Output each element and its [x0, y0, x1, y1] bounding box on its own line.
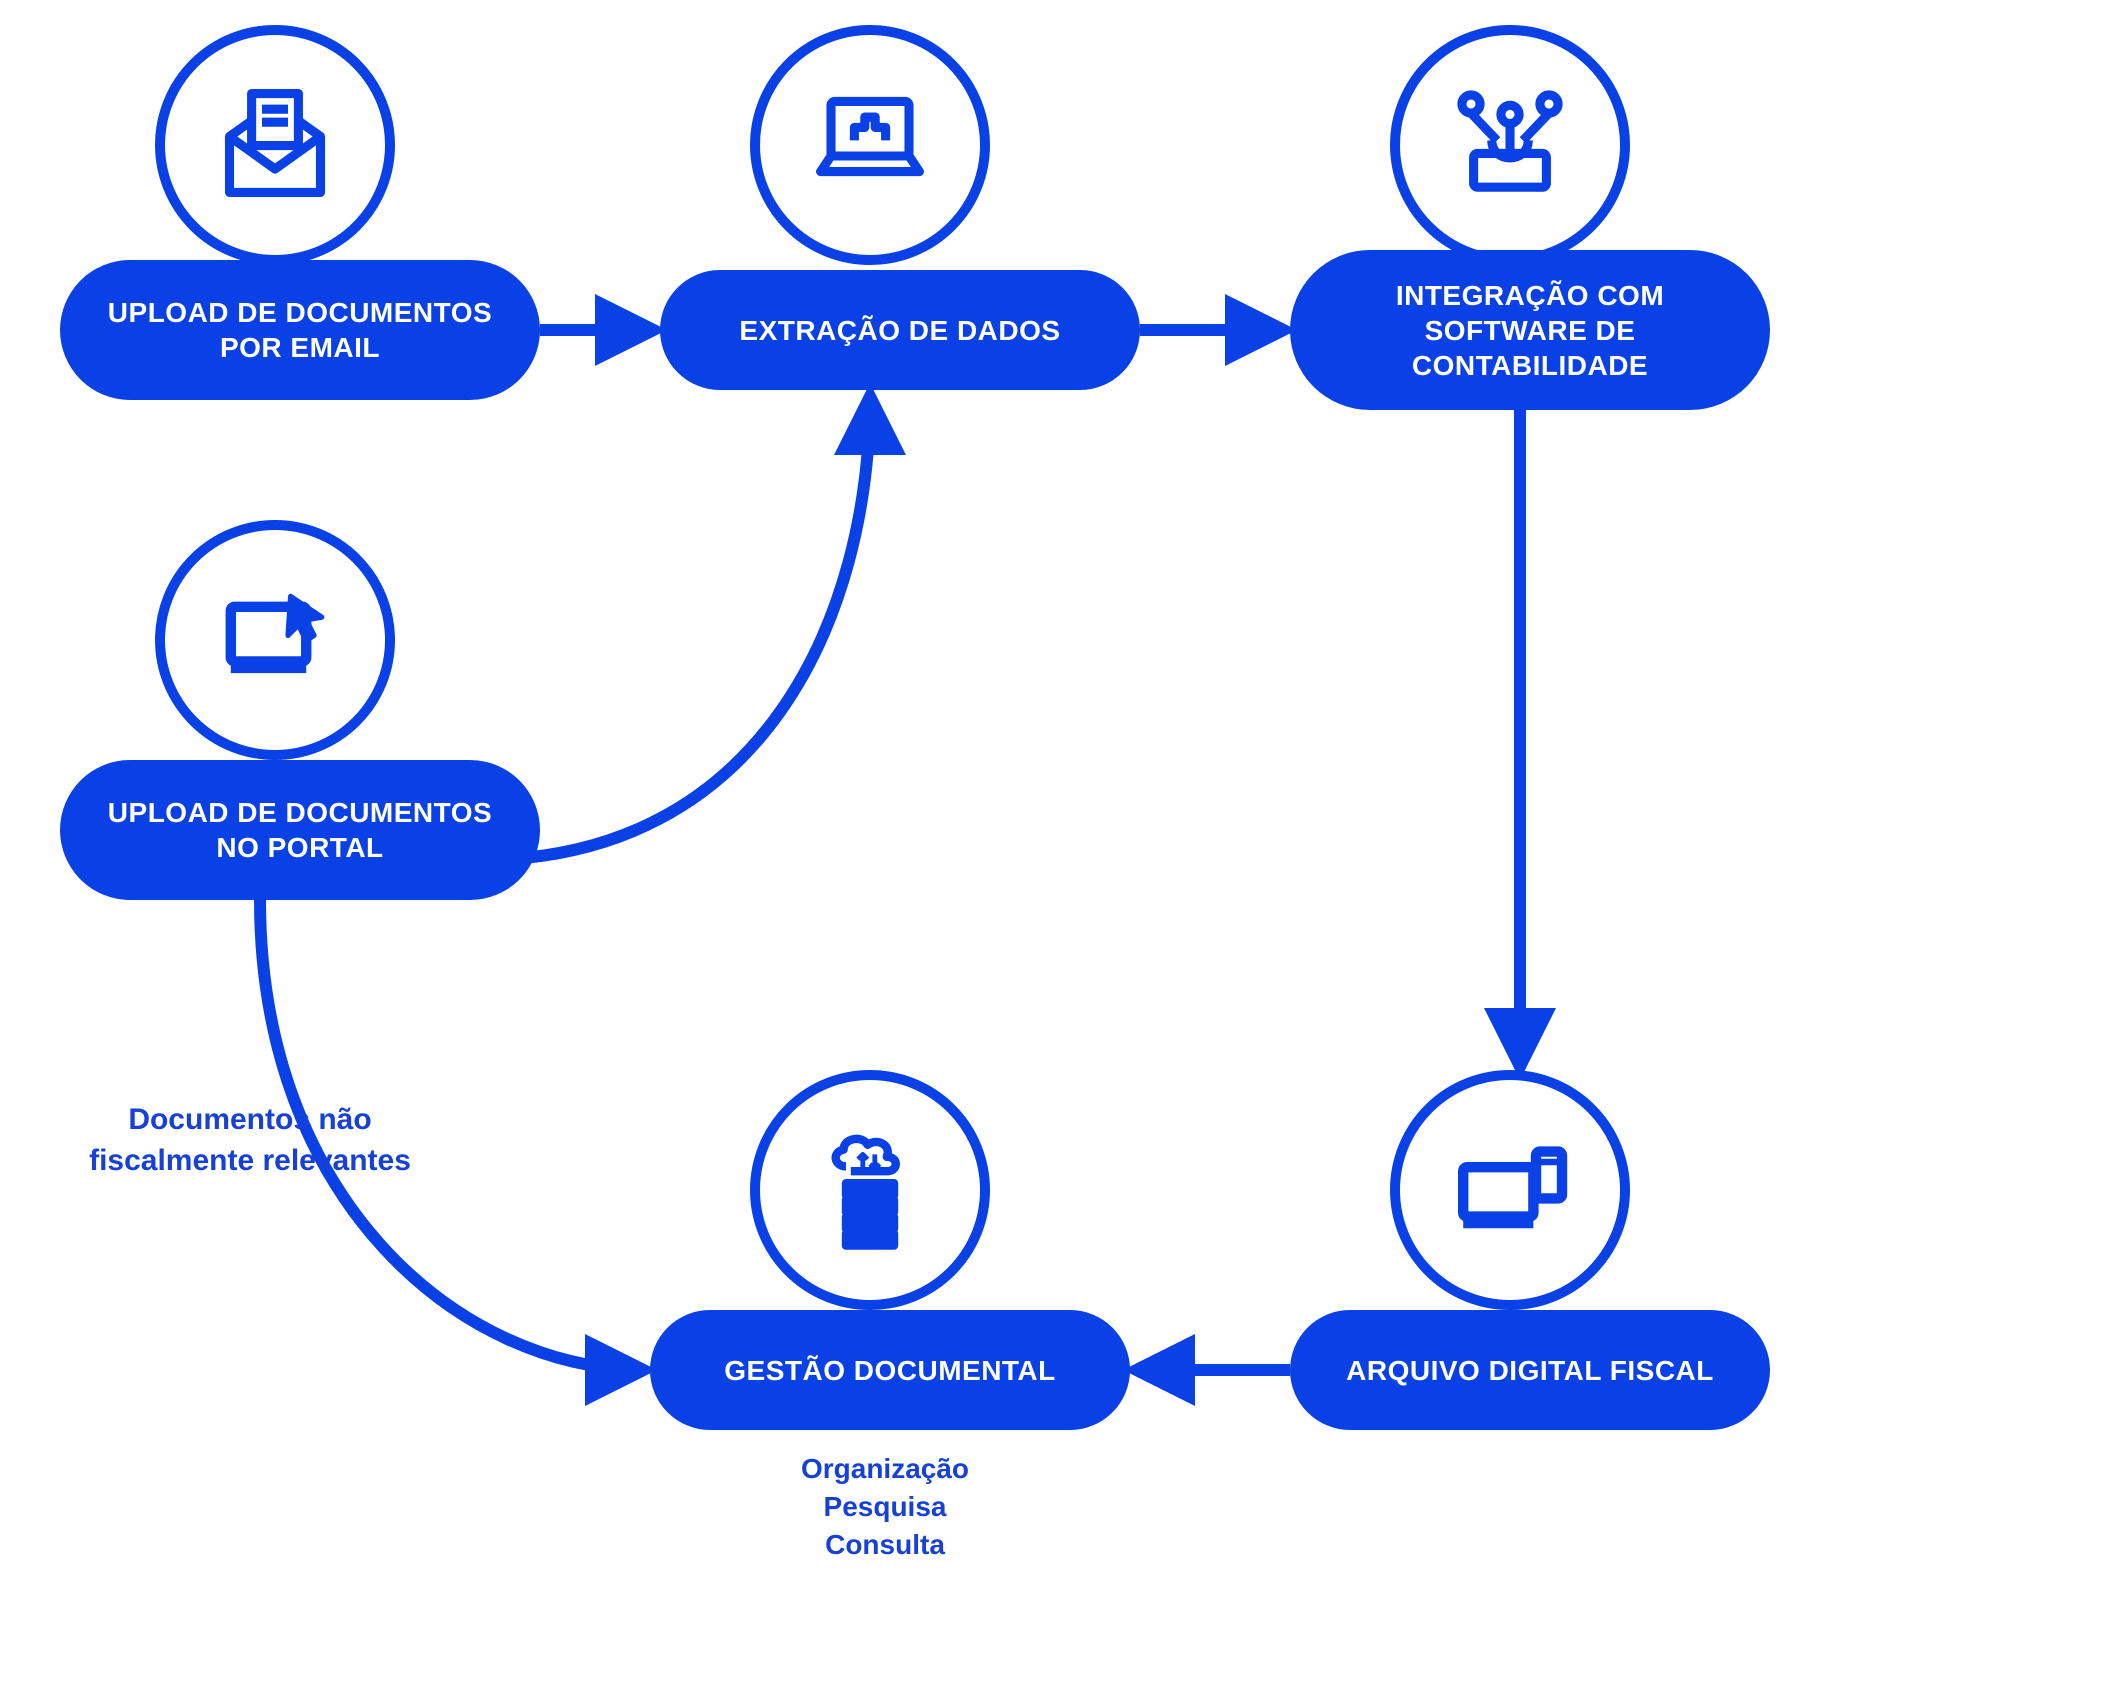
node-label-integrate: INTEGRAÇÃO COM SOFTWARE DE CONTABILIDADE	[1320, 278, 1740, 383]
annotation-sub-docmgmt-line: Pesquisa	[740, 1488, 1030, 1526]
edge-e5	[480, 395, 870, 860]
node-circle-email	[155, 25, 395, 265]
laptop-upload-icon	[805, 78, 935, 213]
node-pill-extract: EXTRAÇÃO DE DADOS	[660, 270, 1140, 390]
node-circle-extract	[750, 25, 990, 265]
node-label-email: UPLOAD DE DOCUMENTOS POR EMAIL	[90, 295, 510, 365]
envelope-doc-icon	[210, 78, 340, 213]
cloud-stack-icon	[810, 1118, 930, 1263]
node-pill-portal: UPLOAD DE DOCUMENTOS NO PORTAL	[60, 760, 540, 900]
node-label-docmgmt: GESTÃO DOCUMENTAL	[724, 1353, 1056, 1388]
node-circle-docmgmt	[750, 1070, 990, 1310]
node-label-fiscal: ARQUIVO DIGITAL FISCAL	[1346, 1353, 1714, 1388]
monitor-cursor-icon	[210, 573, 340, 708]
node-label-extract: EXTRAÇÃO DE DADOS	[739, 313, 1060, 348]
node-label-portal: UPLOAD DE DOCUMENTOS NO PORTAL	[90, 795, 510, 865]
anchor-network-icon	[1445, 78, 1575, 213]
annotation-sub-docmgmt: OrganizaçãoPesquisaConsulta	[740, 1450, 1030, 1563]
node-circle-fiscal	[1390, 1070, 1630, 1310]
screens-icon	[1445, 1123, 1575, 1258]
node-pill-integrate: INTEGRAÇÃO COM SOFTWARE DE CONTABILIDADE	[1290, 250, 1770, 410]
node-pill-fiscal: ARQUIVO DIGITAL FISCAL	[1290, 1310, 1770, 1430]
node-pill-email: UPLOAD DE DOCUMENTOS POR EMAIL	[60, 260, 540, 400]
diagram-root: UPLOAD DE DOCUMENTOS POR EMAIL EXTRAÇÃO D…	[0, 0, 2118, 1684]
annotation-sub-docmgmt-line: Organização	[740, 1450, 1030, 1488]
node-pill-docmgmt: GESTÃO DOCUMENTAL	[650, 1310, 1130, 1430]
node-circle-portal	[155, 520, 395, 760]
node-circle-integrate	[1390, 25, 1630, 265]
annotation-sub-docmgmt-line: Consulta	[740, 1526, 1030, 1564]
annotation-nonfiscal: Documentos não fiscalmente relevantes	[60, 1100, 440, 1181]
